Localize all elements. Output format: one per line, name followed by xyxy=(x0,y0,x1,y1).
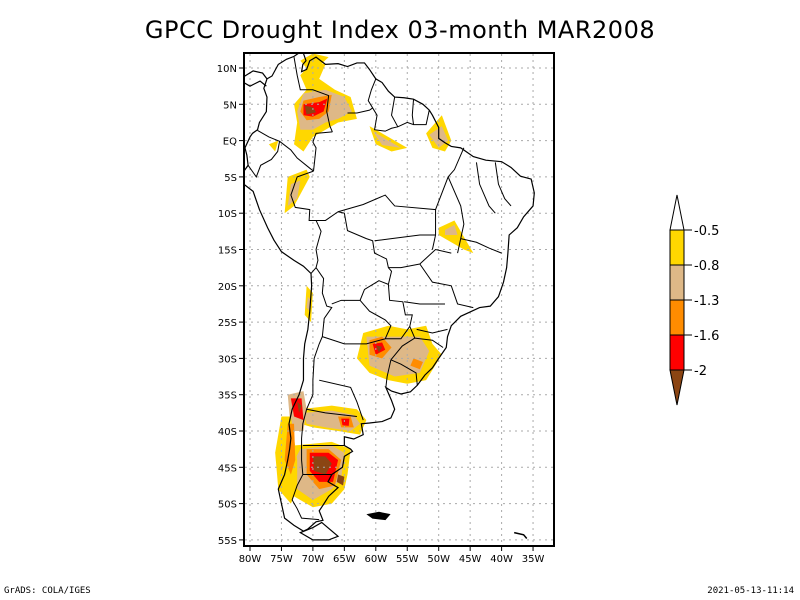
drought-area-venezuela xyxy=(304,105,317,115)
latitude-axis: 10N 5N EQ 5S 10S 15S 20S 25S 30S 35S 40S 45S 50S 55S xyxy=(217,64,244,547)
country-border xyxy=(391,96,399,128)
country-border xyxy=(404,301,445,305)
country-border xyxy=(494,162,512,207)
panama-coastline xyxy=(244,80,267,87)
country-border xyxy=(419,263,474,309)
south-georgia xyxy=(514,531,528,539)
drought-area-central-brazil xyxy=(444,224,458,235)
lon-tick-label: 75W xyxy=(270,554,293,565)
country-border xyxy=(291,267,333,521)
lon-tick-label: 70W xyxy=(302,554,325,565)
country-border xyxy=(337,194,437,250)
colorbar-label: -1.3 xyxy=(694,294,719,309)
country-border xyxy=(460,238,502,254)
drought-area-south-patagonia xyxy=(336,474,345,486)
country-border xyxy=(306,408,357,417)
lat-tick-label: 35S xyxy=(218,391,237,402)
lon-tick-label: 60W xyxy=(364,554,387,565)
country-border xyxy=(387,284,413,327)
colorbar-segment xyxy=(669,264,685,301)
lat-tick-label: 45S xyxy=(218,463,237,474)
colorbar-below-triangle xyxy=(669,369,685,406)
grads-credit: GrADS: COLA/IGES xyxy=(4,586,91,596)
country-border xyxy=(435,147,465,210)
country-border xyxy=(310,220,322,274)
colorbar-label: -0.8 xyxy=(694,259,719,274)
lon-tick-label: 50W xyxy=(427,554,450,565)
country-border xyxy=(347,107,373,114)
lat-tick-label: 25S xyxy=(218,318,237,329)
lat-tick-label: EQ xyxy=(223,137,237,148)
country-border xyxy=(247,130,281,178)
drought-area-caribbean xyxy=(300,53,329,68)
coastline-borders xyxy=(244,53,535,541)
lat-tick-label: 20S xyxy=(218,282,237,293)
country-border xyxy=(385,359,392,388)
country-border xyxy=(475,162,496,214)
lat-tick-label: 10S xyxy=(218,209,237,220)
country-border xyxy=(419,248,452,265)
country-border xyxy=(279,140,314,172)
lat-tick-label: 5S xyxy=(224,173,237,184)
longitude-axis: 80W 75W 70W 65W 60W 55W 50W 45W 40W 35W xyxy=(239,546,545,565)
colorbar-label: -1.6 xyxy=(694,329,719,344)
lat-tick-label: 30S xyxy=(218,354,237,365)
country-border xyxy=(319,379,364,421)
lat-lon-grid xyxy=(245,54,553,545)
colorbar-label: -0.5 xyxy=(694,224,719,239)
lon-tick-label: 80W xyxy=(239,554,262,565)
colorbar-segment xyxy=(669,334,685,371)
colorbar-segment xyxy=(669,229,685,266)
drought-area-uruguay xyxy=(410,358,423,370)
colorbar: -0.5 -0.8 -1.3 -1.6 -2 xyxy=(669,194,719,406)
drought-area-peru xyxy=(287,180,301,206)
country-border xyxy=(390,359,418,386)
country-border xyxy=(388,263,420,269)
country-border xyxy=(416,328,448,334)
country-border xyxy=(390,326,416,361)
country-border xyxy=(293,57,333,133)
drought-area-south-patagonia xyxy=(312,456,332,475)
country-border xyxy=(359,299,411,340)
tierra-del-fuego xyxy=(298,521,340,541)
drought-area-la-plata xyxy=(375,345,383,353)
country-border xyxy=(411,99,415,125)
drought-area-north-patagonia xyxy=(341,418,350,426)
country-border xyxy=(290,170,317,221)
colorbar-segment xyxy=(669,299,685,336)
country-border xyxy=(312,131,333,172)
country-border xyxy=(374,234,436,242)
colorbar-above-triangle xyxy=(669,194,685,231)
falkland-islands xyxy=(366,511,391,521)
drought-area-central-chile xyxy=(297,401,302,413)
country-border xyxy=(322,336,386,345)
country-border xyxy=(447,176,465,254)
country-border xyxy=(316,211,393,285)
map-frame xyxy=(243,52,555,547)
drought-area-central-chile xyxy=(290,398,304,421)
lon-tick-label: 65W xyxy=(333,554,356,565)
lat-tick-label: 15S xyxy=(218,246,237,257)
lat-tick-label: 5N xyxy=(223,100,237,111)
lon-tick-label: 40W xyxy=(490,554,513,565)
lon-tick-label: 35W xyxy=(522,554,545,565)
lat-tick-label: 10N xyxy=(217,64,237,75)
drought-area-ecuador xyxy=(268,140,279,152)
lat-tick-label: 50S xyxy=(218,500,237,511)
drought-shading xyxy=(268,53,474,508)
country-border xyxy=(367,78,430,132)
lon-tick-label: 55W xyxy=(396,554,419,565)
lat-tick-label: 55S xyxy=(218,536,237,547)
drought-area-central-brazil xyxy=(438,220,474,254)
lat-tick-label: 40S xyxy=(218,427,237,438)
panama-coastline xyxy=(244,70,268,80)
country-border xyxy=(414,337,444,348)
timestamp: 2021-05-13-11:14 xyxy=(707,586,794,596)
drought-area-guyana xyxy=(369,126,408,152)
map-title: GPCC Drought Index 03-month MAR2008 xyxy=(144,16,656,44)
drought-area-guyana xyxy=(372,131,401,148)
colorbar-label: -2 xyxy=(694,364,707,379)
lon-tick-label: 45W xyxy=(459,554,482,565)
